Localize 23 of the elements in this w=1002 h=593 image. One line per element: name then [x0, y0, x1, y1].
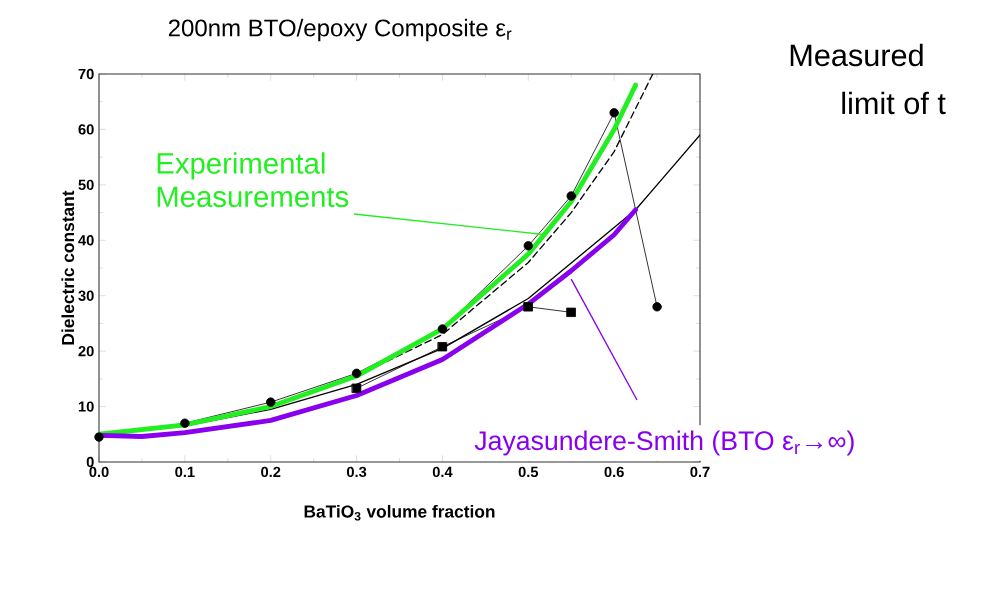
y-axis-title: Dielectric constant	[61, 190, 75, 345]
x-tick-label: 0.4	[432, 466, 453, 478]
chart-title: 200nm BTO/epoxy Composite ε$_{r}$	[168, 18, 512, 42]
x-tick-label: 0.2	[261, 466, 281, 478]
y-tick-label: 10	[78, 401, 94, 412]
text: Measured	[790, 43, 923, 67]
text: limit of t	[842, 91, 946, 115]
y-tick-label: 0	[86, 456, 94, 468]
y-tick-label: 30	[78, 290, 94, 301]
y-tick-label: 50	[78, 179, 94, 191]
x-tick-label: 0.1	[175, 466, 195, 478]
annotation: Experimental Measurements	[157, 152, 349, 208]
x-tick-label: 0.5	[518, 466, 539, 478]
x-tick-label: 0.6	[604, 466, 624, 478]
y-tick-label: 20	[78, 345, 94, 357]
y-tick-label: 40	[78, 235, 94, 246]
x-axis-title: BaTiO$_{3}$ volume fraction	[304, 504, 495, 521]
x-tick-label: 0.3	[346, 466, 367, 478]
y-tick-label: 60	[78, 124, 94, 135]
annotation: Jayasundere-Smith (BTO ε$_{r}$→∞)	[474, 430, 854, 456]
y-tick-label: 70	[78, 68, 94, 80]
x-tick-label: 0.0	[89, 466, 109, 478]
x-tick-label: 0.7	[690, 466, 710, 478]
